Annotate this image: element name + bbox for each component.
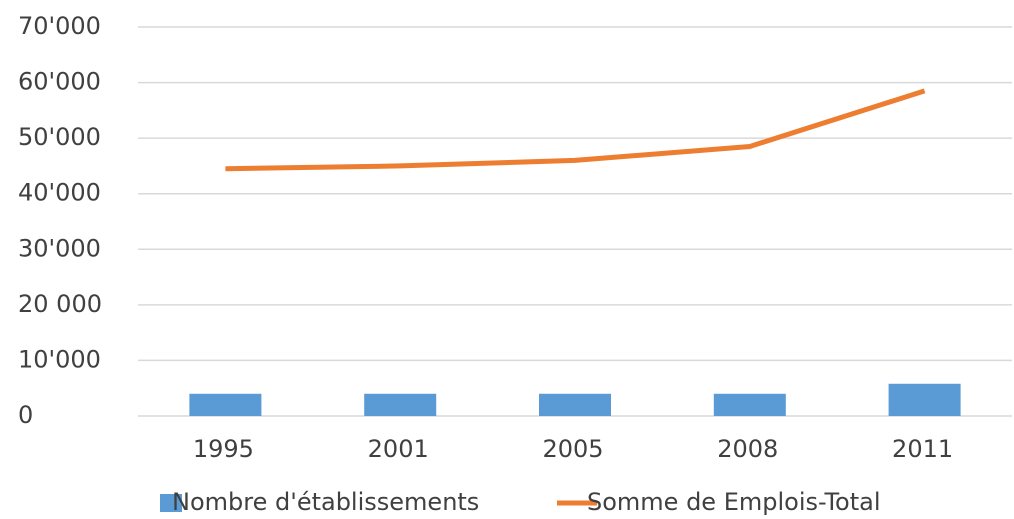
line <box>225 88 926 172</box>
legend-label: Nombre d'établissements <box>172 488 479 516</box>
y-tick-label: 20 000 <box>18 290 102 318</box>
bar <box>539 393 611 416</box>
legend-label: Somme de Emplois-Total <box>587 488 881 516</box>
bar <box>888 383 961 416</box>
x-tick-label: 2005 <box>542 435 603 463</box>
y-tick-label: 50'000 <box>18 123 101 151</box>
x-tick-label: 1995 <box>193 435 254 463</box>
bar <box>713 393 786 416</box>
y-tick-label: 60'000 <box>18 68 101 96</box>
x-tick-label: 2001 <box>368 435 429 463</box>
legend-swatch <box>160 494 182 512</box>
y-tick-label: 70'000 <box>18 12 101 40</box>
x-tick-label: 2011 <box>892 435 953 463</box>
y-tick-label: 10'000 <box>18 345 101 373</box>
y-tick-label: 0 <box>18 401 33 429</box>
x-tick-label: 2008 <box>717 435 778 463</box>
bar <box>189 393 262 416</box>
bar <box>364 393 437 416</box>
y-tick-label: 30'000 <box>18 234 101 262</box>
y-tick-label: 40'000 <box>18 179 101 207</box>
